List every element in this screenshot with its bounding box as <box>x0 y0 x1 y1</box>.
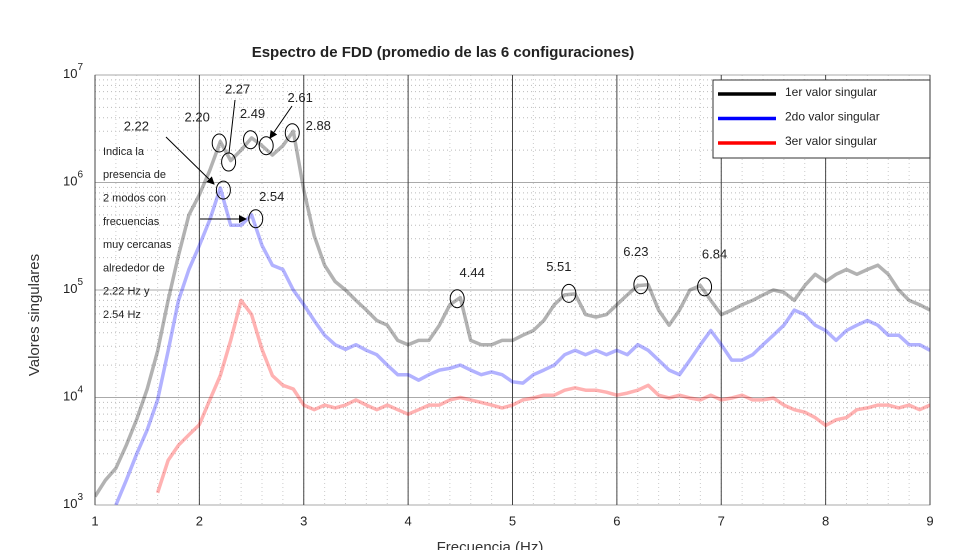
x-tick-label: 6 <box>613 513 620 528</box>
note-line: presencia de <box>103 169 166 181</box>
y-tick-base: 10 <box>63 174 77 189</box>
y-tick-base: 10 <box>63 496 77 511</box>
y-tick-label: 107 <box>63 62 83 82</box>
arrow <box>228 99 236 154</box>
annotation-circle <box>221 152 237 172</box>
x-tick-label: 9 <box>926 513 933 528</box>
legend-label: 2do valor singular <box>785 110 880 124</box>
annotation-label: 6.23 <box>623 244 648 259</box>
annotation-circle <box>449 289 465 309</box>
y-axis-label: Valores singulares <box>26 254 43 376</box>
y-tick-exponent: 4 <box>77 384 83 395</box>
annotation-label: 5.51 <box>546 259 571 274</box>
series-line <box>155 298 930 494</box>
annotation-label: 4.44 <box>460 265 485 280</box>
annotation-label: 2.49 <box>240 106 265 121</box>
y-tick-exponent: 3 <box>77 492 83 503</box>
annotation-circle <box>633 275 649 295</box>
annotation-circle <box>243 130 259 150</box>
annotation-label: 2.54 <box>259 189 284 204</box>
chart-title: Espectro de FDD (promedio de las 6 confi… <box>252 44 635 61</box>
note-line: Indica la <box>103 146 145 158</box>
annotation-label: 2.88 <box>306 118 331 133</box>
x-tick-label: 8 <box>822 513 829 528</box>
legend: 1er valor singular 2do valor singular 3er … <box>712 79 931 159</box>
x-tick-label: 3 <box>300 513 307 528</box>
annotation-circle <box>284 123 300 143</box>
x-tick-label: 7 <box>718 513 725 528</box>
note-line: 2.22 Hz y <box>103 286 150 298</box>
x-tick-label: 2 <box>196 513 203 528</box>
series-line <box>114 186 930 505</box>
y-tick-base: 10 <box>63 281 77 296</box>
annotation-label: 2.22 <box>124 119 149 134</box>
legend-label: 3er valor singular <box>785 134 877 148</box>
y-tick-label: 103 <box>63 492 83 512</box>
arrow <box>165 136 215 185</box>
annotation-label: 2.20 <box>185 109 210 124</box>
annotation-circle <box>561 283 577 303</box>
annotation-circle <box>215 180 231 200</box>
x-tick-label: 4 <box>405 513 412 528</box>
y-tick-exponent: 6 <box>77 169 83 180</box>
note-line: 2 modos con <box>103 193 166 205</box>
note-line: muy cercanas <box>103 239 172 251</box>
y-tick-exponent: 5 <box>77 277 83 288</box>
annotation-label: 6.84 <box>702 246 727 261</box>
x-tick-label: 1 <box>91 513 98 528</box>
y-tick-base: 10 <box>63 66 77 81</box>
y-tick-exponent: 7 <box>77 62 83 73</box>
annotation-circle <box>211 133 227 153</box>
x-axis-label: Frecuencia (Hz) <box>437 539 544 550</box>
legend-label: 1er valor singular <box>785 85 877 99</box>
y-tick-label: 106 <box>63 169 83 189</box>
y-tick-base: 10 <box>63 389 77 404</box>
note-line: alrededor de <box>103 262 165 274</box>
annotation-label: 2.61 <box>288 90 313 105</box>
note-line: 2.54 Hz <box>103 309 141 321</box>
y-tick-label: 105 <box>63 277 83 297</box>
annotation-circle <box>258 136 274 156</box>
note-line: frecuencias <box>103 216 160 228</box>
arrow <box>269 105 293 139</box>
y-tick-label: 104 <box>63 384 83 404</box>
annotation-label: 2.27 <box>225 81 250 96</box>
x-tick-label: 5 <box>509 513 516 528</box>
annotations: 2.22 2.20 2.27 2.49 2.61 2.88 2.54 4.44 5.51 6.23… <box>103 81 727 321</box>
annotation-circle <box>697 277 713 297</box>
annotation-circle <box>248 209 264 229</box>
